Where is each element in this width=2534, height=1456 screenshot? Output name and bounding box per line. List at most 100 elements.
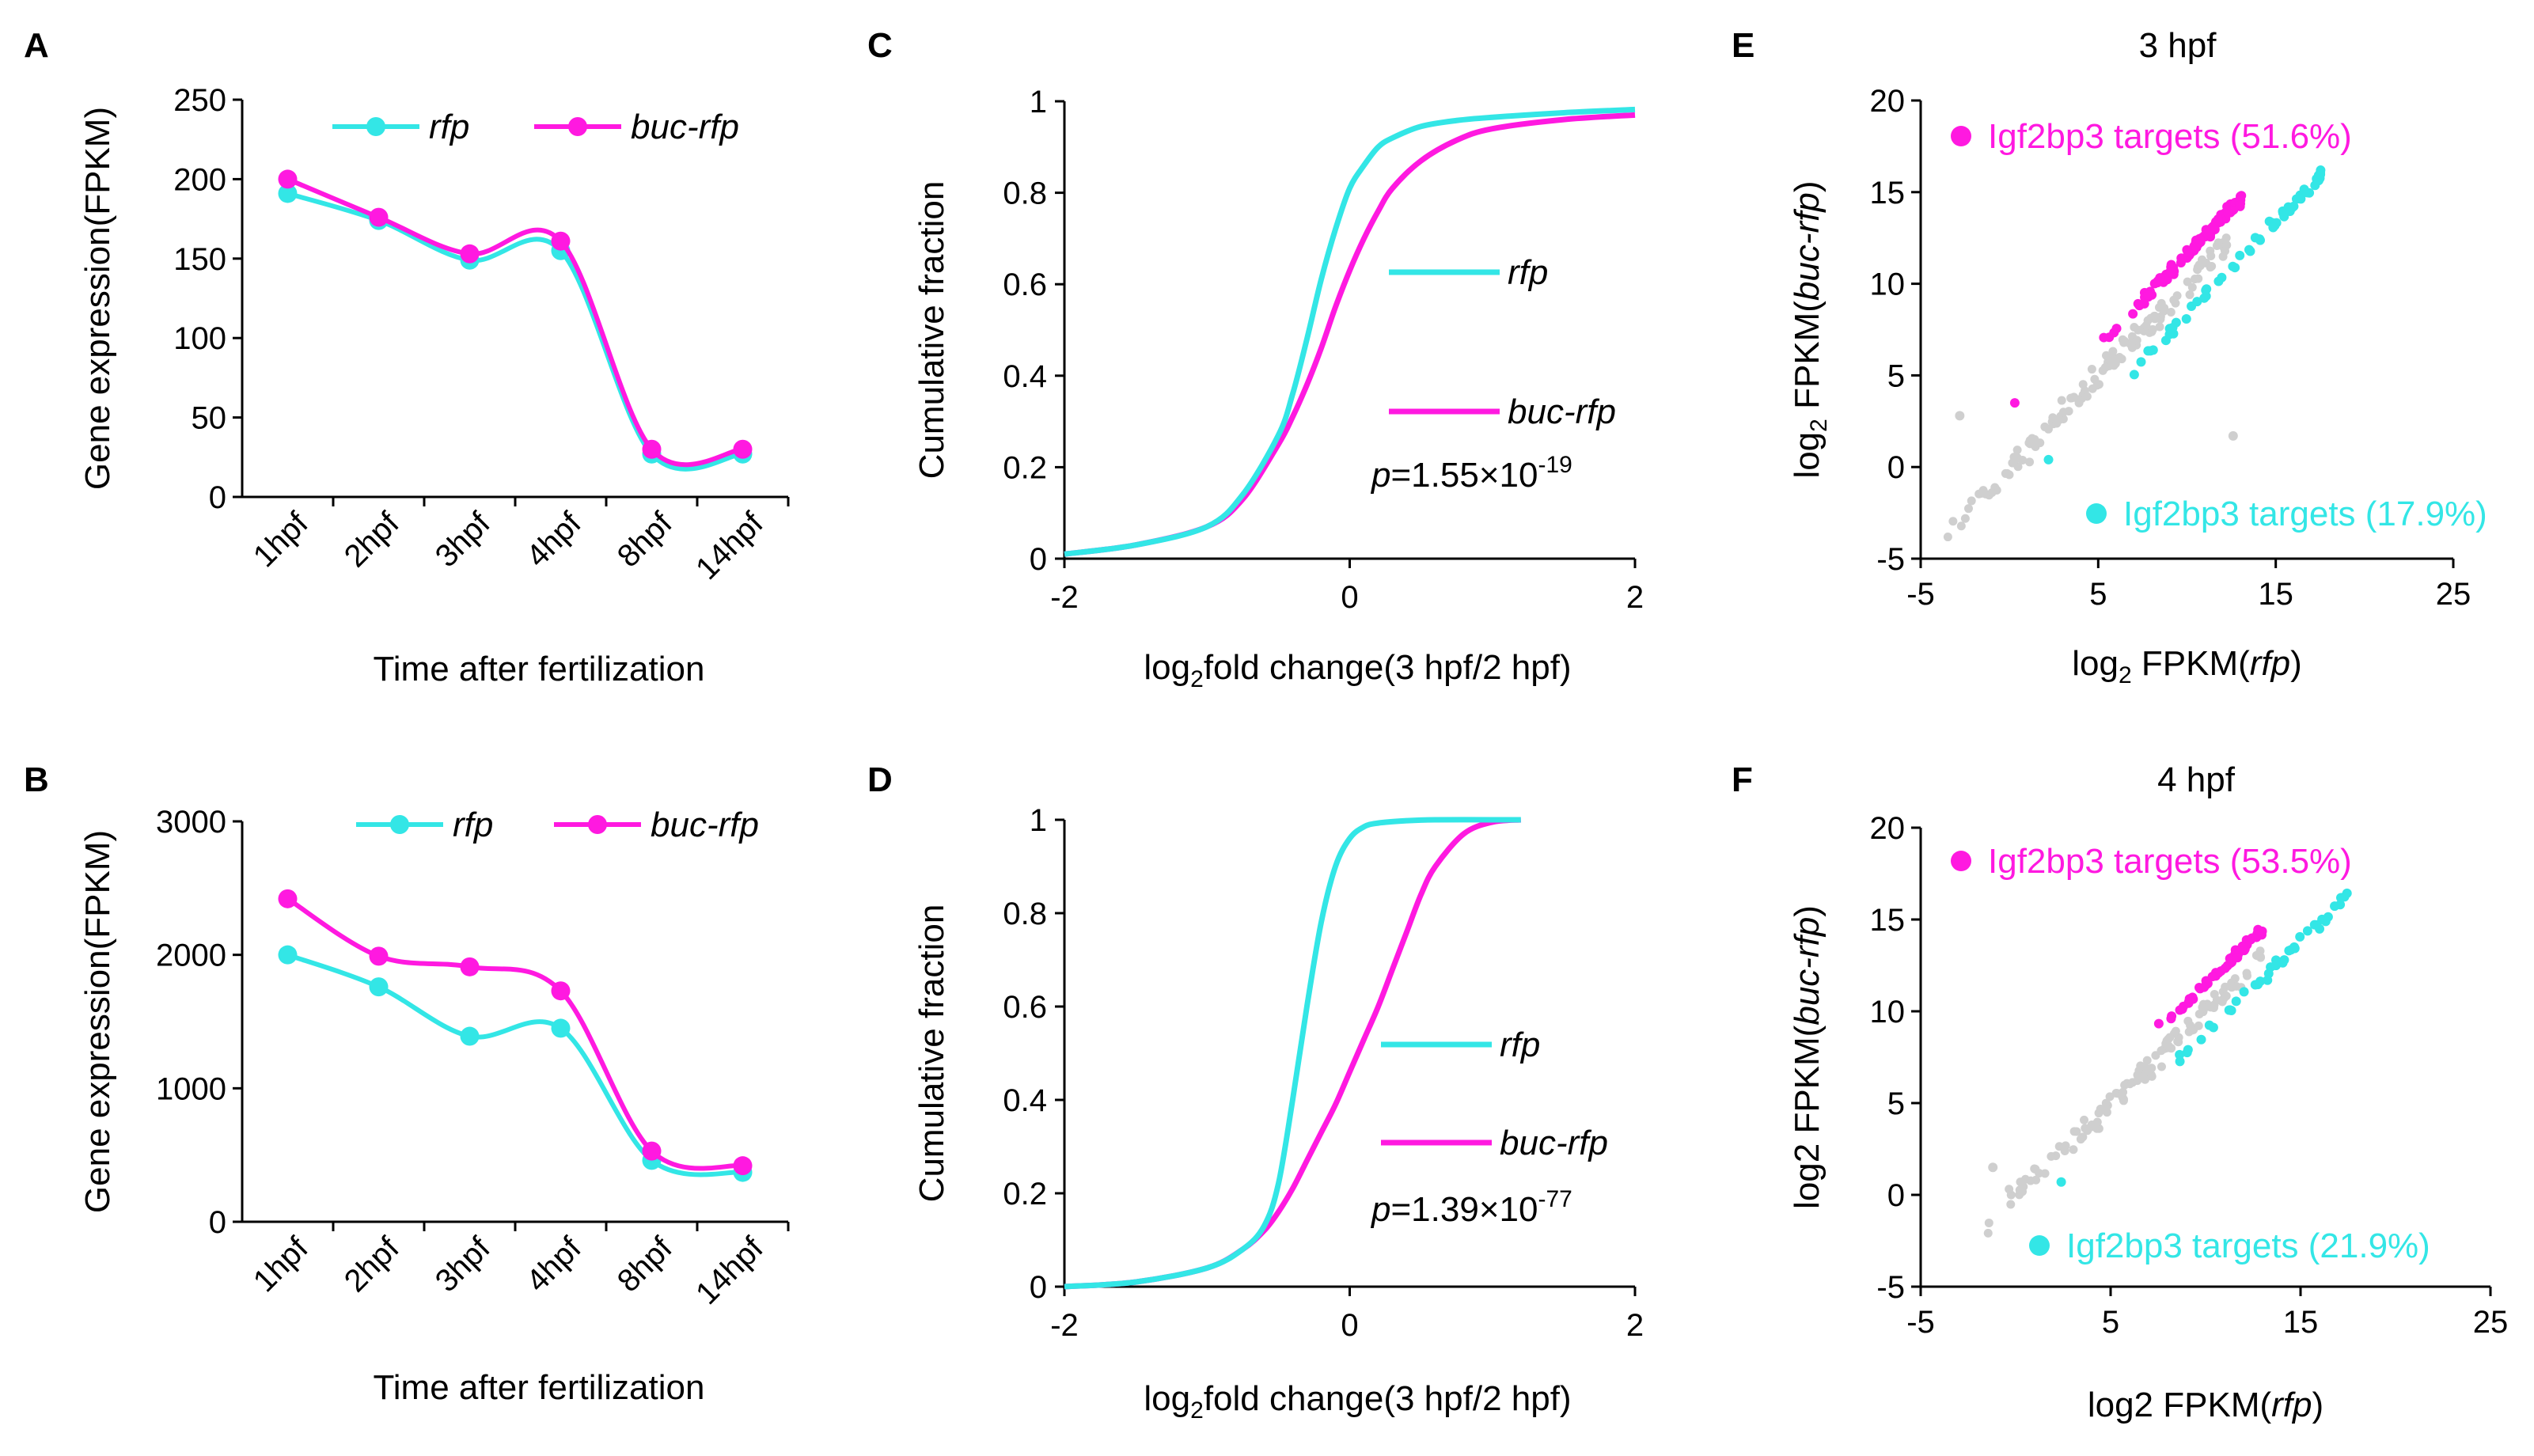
x-tick-label-d: 2 (1626, 1308, 1644, 1343)
data-point-buc-rfp-b (551, 981, 571, 1001)
data-point-buc-rfp-a (733, 439, 753, 459)
data-point-buc-e (2128, 309, 2138, 319)
legend-label-b: rfp (453, 806, 493, 844)
y-tick-label-a: 100 (173, 321, 226, 356)
x-tick-label-e: 25 (2436, 577, 2471, 612)
legend-label-b: buc-rfp (651, 806, 759, 844)
data-point-buc-e (2223, 208, 2233, 218)
data-point-grey-e (1960, 514, 1970, 523)
y-tick-label-f: 5 (1887, 1086, 1905, 1121)
data-point-grey-f (2119, 1096, 2128, 1105)
y-tick-label-b: 3000 (156, 805, 226, 840)
legend-label-c: rfp (1508, 253, 1548, 292)
legend-label-f: Igf2bp3 targets (21.9%) (2066, 1227, 2430, 1265)
legend-marker-f (2029, 1235, 2050, 1256)
data-point-rfp-e (2129, 370, 2139, 380)
data-point-grey-f (2120, 1080, 2130, 1090)
y-tick-label-d: 1 (1030, 803, 1047, 838)
data-point-grey-e (2190, 275, 2199, 284)
x-axis-label-c: log2fold change(3 hpf/2 hpf) (1144, 648, 1571, 692)
data-point-grey-e (2057, 396, 2066, 405)
y-tick-label-b: 2000 (156, 938, 226, 973)
data-point-grey-f (2187, 1026, 2197, 1035)
series-line-buc-rfp-b (286, 897, 743, 1171)
data-point-grey-e (2090, 374, 2100, 384)
data-point-buc-f (2167, 1011, 2177, 1022)
data-point-grey-f (1983, 1228, 1993, 1238)
x-tick-label-a: 8hpf (611, 506, 680, 574)
data-point-rfp-e (2296, 194, 2306, 204)
panel-label-f: F (1732, 760, 1753, 799)
y-tick-label-c: 0.4 (1003, 359, 1047, 394)
data-point-rfp-e (2136, 357, 2146, 367)
legend-marker-e (1951, 126, 1971, 146)
series-line-buc-rfp-c (1064, 112, 1636, 557)
data-point-grey-e (2160, 303, 2169, 313)
legend-label-a: buc-rfp (631, 108, 739, 146)
y-tick-label-d: 0.2 (1003, 1177, 1047, 1211)
data-point-rfp-f (2175, 1056, 2185, 1067)
data-point-grey-e (2001, 468, 2010, 478)
data-point-grey-f (2072, 1127, 2081, 1136)
data-point-buc-f (2225, 954, 2235, 964)
data-point-grey-f (2147, 1064, 2157, 1073)
data-point-grey-f (2209, 1003, 2218, 1013)
data-point-rfp-f (2335, 893, 2346, 903)
data-point-buc-e (2139, 298, 2149, 309)
series-line-rfp-d (1064, 817, 1521, 1290)
data-point-grey-e (2222, 241, 2232, 250)
legend-label-e: Igf2bp3 targets (51.6%) (1988, 117, 2352, 156)
data-point-rfp-e (2244, 245, 2255, 255)
data-point-grey-f (2221, 992, 2231, 1001)
y-tick-label-c: 0.8 (1003, 176, 1047, 211)
data-point-grey-e (2052, 419, 2062, 428)
x-tick-label-e: -5 (1906, 577, 1935, 612)
y-tick-label-f: 10 (1870, 995, 1906, 1029)
data-point-grey-f (2060, 1147, 2069, 1156)
legend-label-a: rfp (429, 108, 469, 146)
data-point-rfp-e (2278, 209, 2289, 219)
data-point-rfp-f (2231, 996, 2241, 1007)
data-point-grey-f (2194, 1009, 2204, 1018)
panel-label-c: C (867, 26, 893, 65)
y-tick-label-a: 200 (173, 162, 226, 197)
data-point-buc-rfp-a (642, 439, 662, 459)
data-point-buc-e (2235, 200, 2245, 210)
data-point-rfp-f (2056, 1177, 2066, 1187)
data-point-rfp-e (2235, 250, 2245, 260)
data-point-buc-rfp-b (278, 889, 298, 908)
data-point-rfp-b (460, 1026, 480, 1046)
data-point-rfp-f (2208, 1022, 2218, 1033)
data-point-grey-e (2218, 252, 2228, 261)
data-point-grey-e (1948, 517, 1958, 526)
data-point-grey-e (1956, 521, 1966, 531)
y-tick-label-e: 20 (1870, 84, 1906, 119)
data-point-buc-f (2207, 972, 2217, 982)
y-tick-label-b: 0 (209, 1205, 226, 1240)
y-tick-label-d: 0.8 (1003, 897, 1047, 931)
legend-marker-b (588, 815, 607, 834)
data-point-buc-f (2153, 1018, 2164, 1029)
data-point-rfp-f (2317, 914, 2327, 924)
data-point-rfp-f (2196, 1034, 2206, 1045)
y-axis-label-f: log2 FPKM(buc-rfp) (1788, 905, 1827, 1209)
data-point-buc-rfp-a (278, 169, 298, 189)
y-tick-label-f: 0 (1887, 1178, 1905, 1213)
data-point-rfp-e (2199, 293, 2210, 303)
y-tick-label-d: 0.6 (1003, 990, 1047, 1025)
data-point-buc-f (2254, 927, 2264, 937)
data-point-grey-e (2058, 415, 2068, 424)
x-tick-label-f: -5 (1906, 1305, 1935, 1340)
data-point-grey-e (1987, 488, 1997, 498)
data-point-buc-rfp-a (369, 207, 389, 227)
data-point-grey-f (2006, 1200, 2016, 1209)
data-point-grey-e (2078, 380, 2088, 389)
data-point-buc-rfp-b (460, 957, 480, 976)
y-axis-label-b: Gene expression(FPKM) (78, 830, 117, 1213)
x-tick-label-a: 4hpf (520, 506, 589, 574)
y-tick-label-b: 1000 (156, 1071, 226, 1106)
data-point-rfp-f (2302, 926, 2312, 936)
data-point-grey-e (2087, 365, 2096, 374)
y-tick-label-d: 0.4 (1003, 1083, 1047, 1118)
x-axis-label-a: Time after fertilization (374, 650, 705, 688)
